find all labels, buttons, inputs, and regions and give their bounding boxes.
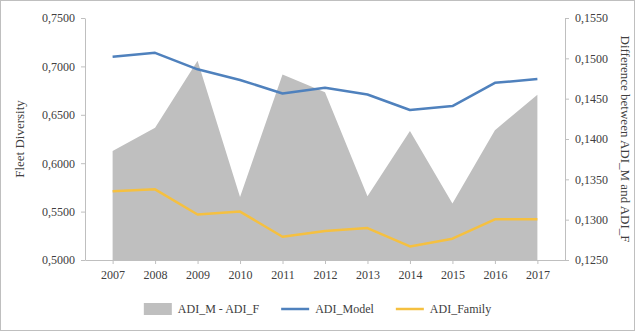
axis-line	[85, 19, 86, 261]
tick: 2015	[441, 260, 465, 282]
tick-mark	[81, 66, 85, 67]
legend-label: ADI_Model	[315, 302, 374, 316]
tick-label: 0,1450	[575, 92, 608, 106]
tick-label: 2015	[441, 268, 465, 282]
tick-mark	[565, 139, 569, 140]
tick-mark	[367, 260, 368, 264]
tick-label: 0,1250	[575, 253, 608, 267]
legend-swatch	[396, 308, 424, 311]
tick-label: 2014	[398, 268, 422, 282]
tick-label: 0,1350	[575, 173, 608, 187]
tick-label: 2007	[101, 268, 125, 282]
legend-swatch	[144, 303, 172, 315]
legend-label: ADI_M - ADI_F	[178, 302, 260, 316]
tick: 2008	[144, 260, 168, 282]
tick: 0,7500	[42, 11, 85, 25]
tick: 2007	[101, 260, 125, 282]
tick: 2011	[271, 260, 295, 282]
y2-axis-title: Difference between ADI_M and ADI_F	[618, 36, 633, 243]
tick: 2009	[186, 260, 210, 282]
tick-mark	[537, 260, 538, 264]
tick-mark	[81, 260, 85, 261]
tick: 2016	[483, 260, 507, 282]
tick: 0,6500	[42, 108, 85, 122]
tick-mark	[198, 260, 199, 264]
tick-label: 2009	[186, 268, 210, 282]
legend-item: ADI_Family	[396, 302, 491, 316]
line-series	[113, 53, 538, 110]
tick: 0,5500	[42, 205, 85, 219]
tick: 2013	[356, 260, 380, 282]
tick: 0,1250	[565, 253, 608, 267]
tick: 2012	[314, 260, 338, 282]
legend-swatch	[281, 308, 309, 311]
tick-label: 2017	[526, 268, 550, 282]
legend-label: ADI_Family	[430, 302, 491, 316]
tick-mark	[81, 163, 85, 164]
tick: 0,1400	[565, 132, 608, 146]
legend-item: ADI_M - ADI_F	[144, 302, 260, 316]
tick-label: 2011	[271, 268, 295, 282]
y2-axis: 0,1250 0,1300 0,1350 0,1400 0,1450 0,1500 0,15…	[565, 11, 608, 267]
tick-label: 2012	[314, 268, 338, 282]
tick: 2014	[398, 260, 422, 282]
y-axis-title: Fleet Diversity	[12, 100, 27, 178]
tick-label: 2016	[483, 268, 507, 282]
tick-mark	[565, 260, 569, 261]
area-series	[113, 61, 538, 260]
chart: 0,5000 0,5500 0,6000 0,6500 0,7000 0,7500 0,12…	[0, 0, 635, 331]
tick-mark	[81, 18, 85, 19]
tick: 0,1450	[565, 92, 608, 106]
tick-label: 0,6500	[42, 108, 75, 122]
tick-mark	[410, 260, 411, 264]
tick: 2017	[526, 260, 550, 282]
line-series	[113, 189, 538, 246]
tick-label: 2008	[144, 268, 168, 282]
tick-mark	[565, 220, 569, 221]
tick: 0,1550	[565, 11, 608, 25]
tick-mark	[240, 260, 241, 264]
tick: 2010	[229, 260, 253, 282]
tick-label: 0,1550	[575, 11, 608, 25]
tick-mark	[565, 18, 569, 19]
y-axis: 0,5000 0,5500 0,6000 0,6500 0,7000 0,7500	[42, 11, 86, 267]
tick-label: 0,5000	[42, 253, 75, 267]
tick: 0,5000	[42, 253, 85, 267]
tick-label: 0,1500	[575, 52, 608, 66]
tick-label: 0,7500	[42, 11, 75, 25]
tick-label: 0,7000	[42, 60, 75, 74]
tick-label: 0,5500	[42, 205, 75, 219]
legend-item: ADI_Model	[281, 302, 374, 316]
tick-mark	[452, 260, 453, 264]
tick-label: 2010	[229, 268, 253, 282]
tick: 0,7000	[42, 60, 85, 74]
tick-mark	[565, 99, 569, 100]
tick-label: 0,1400	[575, 132, 608, 146]
tick-mark	[565, 58, 569, 59]
tick-mark	[283, 260, 284, 264]
chart-frame	[1, 1, 635, 331]
tick-mark	[325, 260, 326, 264]
marks	[113, 53, 538, 260]
tick-mark	[113, 260, 114, 264]
tick-label: 0,1300	[575, 213, 608, 227]
tick-label: 2013	[356, 268, 380, 282]
tick-mark	[565, 179, 569, 180]
tick: 0,1500	[565, 52, 608, 66]
tick-mark	[81, 212, 85, 213]
tick-mark	[155, 260, 156, 264]
plot: 0,5000 0,5500 0,6000 0,6500 0,7000 0,7500 0,12…	[42, 11, 608, 281]
tick: 0,6000	[42, 157, 85, 171]
x-axis: 2007 2008 2009 2010 2011 2012 2013 2014 2015 2016…	[86, 260, 566, 282]
tick-mark	[495, 260, 496, 264]
tick: 0,1300	[565, 213, 608, 227]
tick: 0,1350	[565, 173, 608, 187]
tick-label: 0,6000	[42, 157, 75, 171]
legend: ADI_M - ADI_F ADI_Model ADI_Family	[144, 302, 491, 316]
tick-mark	[81, 115, 85, 116]
